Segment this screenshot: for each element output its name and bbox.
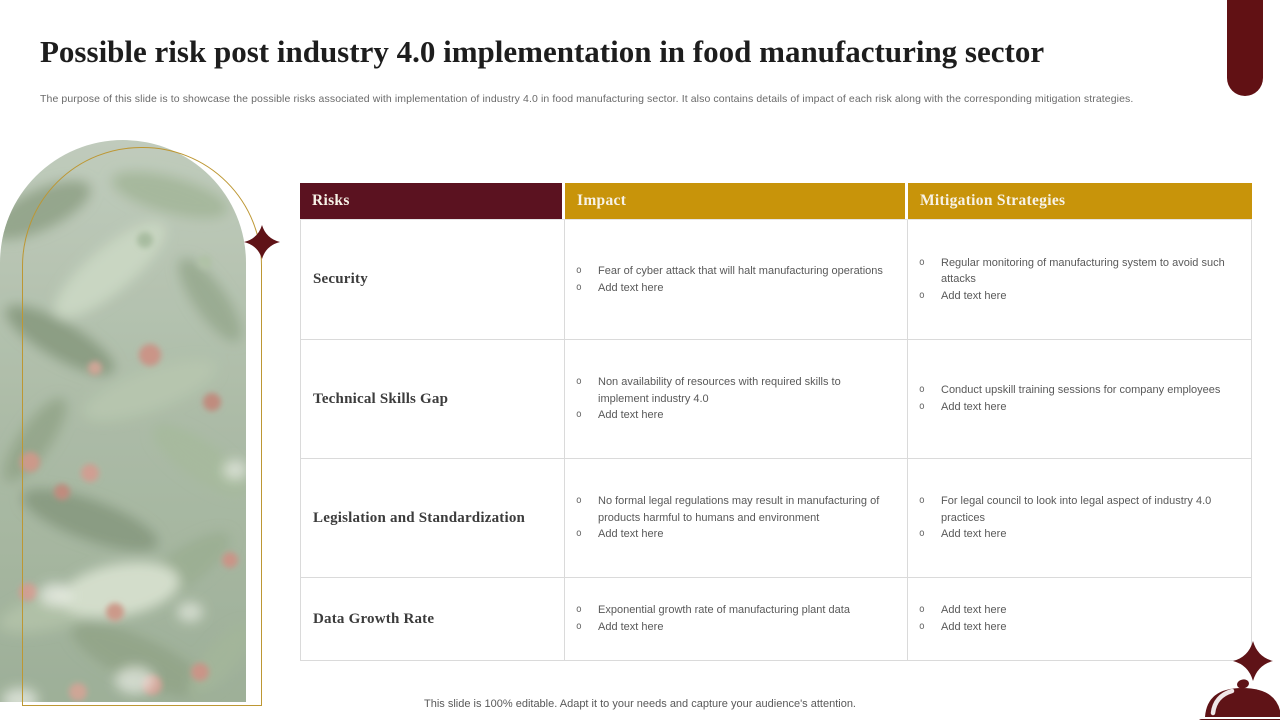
mitigation-list: o For legal council to look into legal as… [908,459,1252,578]
bullet-item: o Fear of cyber attack that will halt man… [574,263,893,280]
accent-pill-shape [1227,0,1263,96]
bullet-marker: o [576,281,582,293]
bullet-item: o For legal council to look into legal as… [919,495,1212,524]
risk-name: Security [300,220,565,340]
bullet-item: o Add text here [574,407,893,424]
table-row: Security o Fear of cyber attack that will… [300,220,1252,340]
slide-subtitle: The purpose of this slide is to showcase… [40,93,1134,105]
bullet-item: o Add text here [574,526,893,543]
plant-photo-art [0,140,246,702]
bullet-item: o No formal legal regulations may result … [576,495,880,524]
bullet-marker: o [576,621,582,632]
impact-list: o Fear of cyber attack that will halt man… [565,220,908,340]
impact-list: o No formal legal regulations may result … [565,459,908,578]
column-header-impact: Impact [565,183,908,219]
bullet-marker: o [919,621,925,632]
bullet-item: o Add text here [917,399,1237,416]
bullet-item: o Add text here [917,526,1237,543]
bullet-marker: o [576,376,582,388]
sparkle-icon [1232,640,1274,687]
mitigation-list: o Regular monitoring of manufacturing sys… [908,220,1252,340]
bullet-marker: o [919,289,925,301]
bullet-item: o Conduct upskill training sessions for c… [917,382,1237,399]
column-header-mitigation: Mitigation Strategies [908,183,1252,219]
bullet-item: o Exponential growth rate of manufacturin… [574,602,893,619]
table-header-row: Risks Impact Mitigation Strategies [300,183,1252,219]
footer-note: This slide is 100% editable. Adapt it to… [424,698,856,710]
mitigation-list: o Add text here o Add text here [908,578,1252,661]
bullet-marker: o [576,528,582,540]
mitigation-list: o Conduct upskill training sessions for c… [908,340,1252,459]
bullet-marker: o [576,495,582,507]
sparkle-icon [243,224,281,265]
bullet-marker: o [576,604,582,616]
plant-photo-image [0,140,246,702]
impact-list: o Exponential growth rate of manufacturin… [565,578,908,661]
bullet-marker: o [919,604,925,616]
bullet-marker: o [576,264,582,276]
risk-name: Legislation and Standardization [300,459,565,578]
bullet-item: o Add text here [917,602,1237,619]
bullet-marker: o [919,495,925,507]
bullet-marker: o [919,384,925,396]
bullet-item: o Add text here [917,619,1237,636]
table-row: Legislation and Standardization o No form… [300,459,1252,578]
table-row: Data Growth Rate o Exponential growth rat… [300,578,1252,661]
bullet-item: o Add text here [917,288,1237,305]
risk-table: Risks Impact Mitigation Strategies Secur… [300,183,1252,661]
bullet-item: o Regular monitoring of manufacturing sys… [919,256,1225,286]
bullet-marker: o [919,401,925,412]
bullet-item: o Non availability of resources with requ… [576,376,841,405]
bullet-item: o Add text here [574,619,893,636]
bullet-marker: o [919,528,925,540]
risk-name: Technical Skills Gap [300,340,565,459]
impact-list: o Non availability of resources with requ… [565,340,908,459]
risk-name: Data Growth Rate [300,578,565,661]
bullet-item: o Add text here [574,280,893,297]
bullet-marker: o [919,256,925,268]
table-row: Technical Skills Gap o Non availability o… [300,340,1252,459]
column-header-risks: Risks [300,183,565,219]
bullet-marker: o [576,409,582,421]
page-title: Possible risk post industry 4.0 implemen… [40,34,1045,69]
